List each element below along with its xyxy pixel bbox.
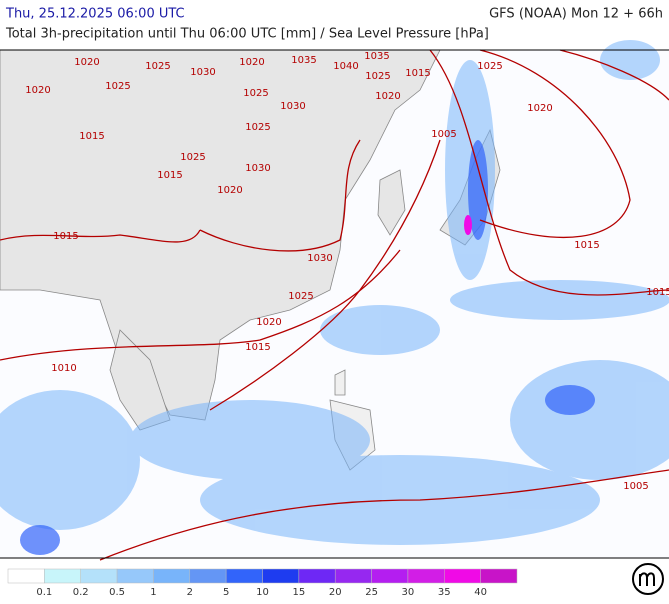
legend-swatch	[153, 568, 191, 584]
isobar-label: 1020	[25, 85, 50, 96]
isobar-label: 1005	[431, 129, 456, 140]
legend-label: 35	[438, 587, 451, 598]
legend-swatch	[371, 568, 409, 584]
legend-label: 1	[150, 587, 156, 598]
legend-swatch	[480, 568, 518, 584]
legend-label: 0.5	[109, 587, 125, 598]
isobar-label: 1025	[288, 291, 313, 302]
isobar-label: 1015	[245, 342, 270, 353]
legend-label: 5	[223, 587, 229, 598]
isobar-label: 1025	[477, 61, 502, 72]
valid-time: Thu, 25.12.2025 06:00 UTC	[5, 7, 185, 22]
isobar-label: 1030	[307, 253, 332, 264]
legend-label: 0.1	[36, 587, 52, 598]
legend-swatch	[80, 568, 118, 584]
isobar-label: 1020	[74, 57, 99, 68]
logo	[632, 563, 664, 595]
legend-swatch	[7, 568, 45, 584]
isobar-label: 1025	[365, 71, 390, 82]
legend-swatch	[116, 568, 154, 584]
precipitation-heavy	[20, 140, 595, 555]
legend-label: 0.2	[73, 587, 89, 598]
isobar-label: 1005	[623, 481, 648, 492]
isobar-label: 1020	[527, 103, 552, 114]
precipitation	[0, 40, 669, 545]
isobar-label: 1030	[245, 163, 270, 174]
isobar-label: 1010	[51, 363, 76, 374]
legend-swatch	[298, 568, 336, 584]
isobar-label: 1040	[333, 61, 358, 72]
isobar-label: 1025	[245, 122, 270, 133]
isobars	[0, 49, 669, 561]
legend-label: 25	[365, 587, 378, 598]
isobar-label: 1030	[190, 67, 215, 78]
legend-label: 2	[187, 587, 193, 598]
isobar-label: 1025	[145, 61, 170, 72]
legend-swatch	[189, 568, 227, 584]
isobar-label: 1025	[105, 81, 130, 92]
isobar-label: 1020	[375, 91, 400, 102]
land-korea	[377, 169, 406, 236]
land-asia	[0, 49, 441, 421]
legend-swatch	[262, 568, 300, 584]
isobar-label: 1025	[243, 88, 268, 99]
isobar-label: 1015	[79, 131, 104, 142]
legend-swatch	[334, 568, 372, 584]
legend-label: 10	[256, 587, 269, 598]
legend-label: 20	[329, 587, 342, 598]
isobar-label: 1030	[280, 101, 305, 112]
legend-label: 15	[292, 587, 305, 598]
legend-swatch	[225, 568, 263, 584]
isobar-label: 1035	[364, 51, 389, 62]
isobar-label: 1020	[239, 57, 264, 68]
isobar-label: 1015	[53, 231, 78, 242]
isobar-label: 1020	[256, 317, 281, 328]
isobar-label: 1015	[405, 68, 430, 79]
legend-label: 30	[402, 587, 415, 598]
precipitation-max	[464, 215, 472, 235]
isobar-label: 1020	[217, 185, 242, 196]
legend-swatch	[44, 568, 81, 584]
isobar-label: 1015	[646, 287, 669, 298]
model-run: GFS (NOAA) Mon 12 + 66h	[489, 7, 663, 22]
legend-swatch	[407, 568, 445, 584]
isobar-label: 1035	[291, 55, 316, 66]
isobar-label: 1015	[157, 170, 182, 181]
legend-swatch	[444, 568, 481, 584]
isobar-label: 1015	[574, 240, 599, 251]
isobar-label: 1025	[180, 152, 205, 163]
legend: 0.1 0.2 0.5 1 2 5 10 15 20 25 30 35 40	[7, 568, 518, 598]
legend-label: 40	[474, 587, 487, 598]
subtitle: Total 3h-precipitation until Thu 06:00 U…	[5, 27, 489, 42]
